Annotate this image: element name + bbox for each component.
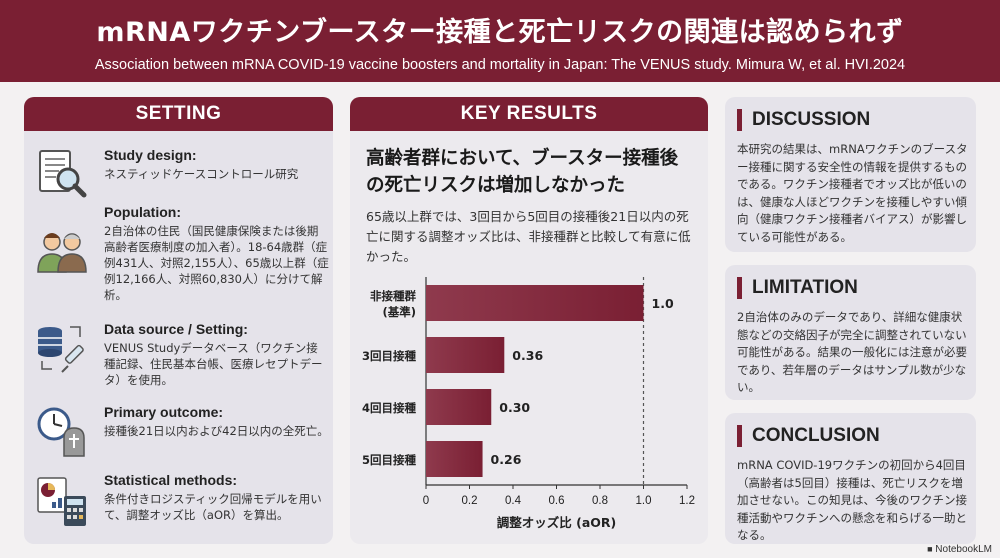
key-results-body: 65歳以上群では、3回目から5回目の接種後21日以内の死亡に関する調整オッズ比は… <box>366 209 691 264</box>
document-magnifier-icon <box>39 150 87 198</box>
brand-text: NotebookLM <box>935 544 992 555</box>
x-tick-label: 0.4 <box>505 495 522 507</box>
header: mRNAワクチンブースター接種と死亡リスクの関連は認められず Associati… <box>0 0 1000 82</box>
x-tick-label: 1.0 <box>636 495 652 507</box>
discussion-heading: DISCUSSION <box>737 109 870 131</box>
brand-label: ■ NotebookLM <box>927 544 992 555</box>
setting-panel: SETTING Study design: ネスティッドケースコントロール研究 … <box>24 97 333 544</box>
study-design-title: Study design: <box>104 147 197 163</box>
category-label: (基準) <box>382 305 416 319</box>
bar <box>426 285 644 321</box>
category-label: 非接種群 <box>370 289 416 303</box>
limitation-body: 2自治体のみのデータであり、詳細な健康状態などの交絡因子が完全に調整されていない… <box>737 310 967 394</box>
bar <box>426 337 505 373</box>
clock-tombstone-icon <box>37 407 85 457</box>
x-tick-label: 1.2 <box>679 495 695 507</box>
data-source-body: VENUS Studyデータベース（ワクチン接種記録、住民基本台帳、医療レセプト… <box>104 341 323 387</box>
conclusion-heading: CONCLUSION <box>737 425 880 447</box>
x-tick-label: 0 <box>423 495 429 507</box>
primary-outcome-title: Primary outcome: <box>104 404 224 420</box>
key-results-panel: KEY RESULTS 高齢者群において、ブースター接種後の死亡リスクは増加しな… <box>350 97 708 544</box>
study-design-body: ネスティッドケースコントロール研究 <box>104 167 299 181</box>
bar-value-label: 0.26 <box>491 452 522 467</box>
category-label: 3回目接種 <box>362 349 417 363</box>
x-tick-label: 0.6 <box>549 495 565 507</box>
bar-value-label: 1.0 <box>652 296 674 311</box>
key-results-headline: 高齢者群において、ブースター接種後の死亡リスクは増加しなかった <box>366 148 679 196</box>
data-source-title: Data source / Setting: <box>104 321 248 337</box>
conclusion-body: mRNA COVID-19ワクチンの初回から4回目（高齢者は5回目）接種は、死亡… <box>737 458 967 542</box>
bar-value-label: 0.36 <box>512 348 543 363</box>
setting-heading: SETTING <box>24 97 333 131</box>
population-body: 2自治体の住民（国民健康保険または後期高齢者医療制度の加入者）。18-64歳群（… <box>104 224 329 302</box>
discussion-panel: DISCUSSION 本研究の結果は、mRNAワクチンのブースター接種に関する安… <box>725 97 976 252</box>
database-syringe-icon <box>38 326 84 373</box>
limitation-heading: LIMITATION <box>737 277 858 299</box>
primary-outcome-body: 接種後21日以内および42日以内の全死亡。 <box>104 424 329 438</box>
brand-icon: ■ <box>927 544 933 554</box>
x-tick-label: 0.2 <box>462 495 478 507</box>
statistical-methods-body: 条件付きロジスティック回帰モデルを用いて、調整オッズ比（aOR）を算出。 <box>104 492 322 522</box>
page-subtitle: Association between mRNA COVID-19 vaccin… <box>94 57 906 73</box>
population-title: Population: <box>104 204 181 220</box>
x-tick-label: 0.8 <box>592 495 608 507</box>
bar-value-label: 0.30 <box>499 400 530 415</box>
key-results-heading: KEY RESULTS <box>350 97 708 131</box>
bar <box>426 389 492 425</box>
category-label: 4回目接種 <box>362 401 417 415</box>
odds-ratio-bar-chart: 1.0 非接種群 (基準) 0.36 3回目接種 0.30 4回目接種 0.26 5回目接種 0 0… <box>362 277 695 530</box>
people-icon <box>37 233 87 273</box>
statistical-methods-title: Statistical methods: <box>104 472 238 488</box>
conclusion-panel: CONCLUSION mRNA COVID-19ワクチンの初回から4回目（高齢者… <box>725 413 976 544</box>
discussion-body: 本研究の結果は、mRNAワクチンのブースター接種に関する安全性の情報を提供するも… <box>737 142 968 244</box>
x-axis-label: 調整オッズ比 (aOR) <box>497 515 616 530</box>
category-label: 5回目接種 <box>362 453 417 467</box>
page-title: mRNAワクチンブースター接種と死亡リスクの関連は認められず <box>96 17 904 48</box>
limitation-panel: LIMITATION 2自治体のみのデータであり、詳細な健康状態などの交絡因子が… <box>725 265 976 400</box>
chart-calculator-icon <box>37 477 86 526</box>
bar <box>426 441 483 477</box>
